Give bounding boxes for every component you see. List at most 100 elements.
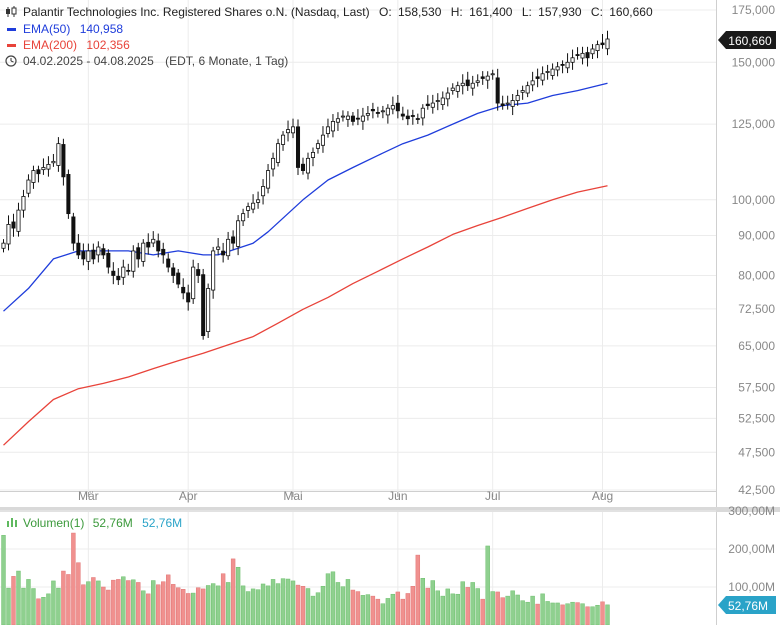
range-note: (EDT, 6 Monate, 1 Tag)	[165, 54, 288, 68]
volume-bar-49	[245, 591, 251, 625]
volume-bar-100	[500, 597, 505, 625]
volume-bar-18	[91, 577, 96, 625]
volume-bar-3	[16, 570, 21, 625]
candle-2	[11, 213, 16, 237]
candlestick-logo-icon	[6, 6, 17, 17]
candle-28	[141, 239, 146, 267]
candle-61	[305, 152, 311, 180]
volume-bar-23	[116, 579, 121, 625]
candle-20	[101, 243, 106, 260]
candle-39	[196, 263, 201, 284]
volume-badge: 52,76M	[718, 596, 776, 614]
price-tick-label: 47,500	[738, 445, 775, 459]
volume-bar-54	[270, 579, 276, 625]
volume-bar-79	[395, 591, 401, 625]
candle-25	[126, 263, 131, 276]
volume-bar-108	[540, 593, 545, 625]
volume-tick-label: 100,00M	[728, 580, 775, 594]
candle-78	[390, 96, 395, 115]
volume-bar-113	[565, 603, 570, 625]
time-tick-label: Jun	[388, 489, 407, 503]
candle-68	[340, 110, 345, 122]
candle-106	[530, 71, 535, 92]
candle-53	[266, 164, 271, 194]
candle-112	[560, 60, 565, 74]
candle-57	[286, 120, 291, 142]
ema50-label: EMA(50)	[23, 22, 70, 36]
candle-114	[570, 49, 575, 70]
candle-58	[290, 118, 296, 139]
ema200-legend[interactable]: EMA(200) 102,356	[23, 38, 130, 52]
candle-107	[535, 68, 540, 88]
volume-bar-2	[11, 576, 16, 625]
candle-104	[520, 85, 525, 100]
candle-4	[21, 189, 26, 218]
candle-33	[166, 253, 171, 273]
candle-63	[315, 139, 321, 154]
volume-bar-60	[300, 585, 306, 625]
volume-bar-92	[460, 581, 465, 625]
volume-bar-10	[51, 580, 56, 625]
candle-3	[16, 202, 21, 237]
candle-26	[131, 245, 136, 278]
candle-9	[46, 156, 51, 177]
panel-separator[interactable]	[0, 507, 780, 512]
candle-100	[500, 95, 505, 110]
volume-bar-73	[365, 594, 371, 625]
candle-8	[41, 158, 46, 175]
candle-31	[156, 233, 161, 258]
volume-bar-27	[136, 582, 141, 625]
ema200-line	[3, 185, 608, 446]
date-range: 04.02.2025 - 04.08.2025	[23, 54, 154, 68]
range-line: 04.02.2025 - 04.08.2025 (EDT, 6 Monate, …	[23, 54, 288, 68]
candle-42	[211, 246, 216, 299]
volume-bar-109	[545, 601, 550, 625]
volume-bar-87	[435, 590, 440, 625]
time-tick-label: Apr	[179, 489, 198, 503]
candle-21	[106, 249, 111, 274]
candle-75	[375, 106, 380, 118]
high-value: 161,400	[469, 5, 513, 19]
volume-bar-14	[71, 532, 76, 625]
volume-bar-118	[590, 606, 595, 625]
volume-bar-47	[235, 566, 241, 625]
volume-bar-68	[340, 586, 346, 625]
volume-legend[interactable]: Volumen(1) 52,76M 52,76M	[23, 516, 182, 530]
volume-bar-32	[161, 581, 166, 625]
candle-121	[605, 30, 610, 56]
candle-85	[425, 95, 430, 110]
volume-bar-83	[415, 554, 421, 625]
candle-36	[181, 278, 186, 300]
ema50-legend[interactable]: EMA(50) 140,958	[23, 22, 123, 36]
volume-bar-28	[141, 590, 146, 625]
candle-95	[475, 74, 480, 87]
volume-bar-26	[131, 579, 136, 625]
volume-bar-103	[515, 594, 520, 625]
candle-46	[231, 230, 236, 250]
volume-bar-98	[490, 591, 495, 625]
close-label: C:	[591, 5, 603, 19]
open-label: O:	[379, 5, 392, 19]
volume-bar-5	[26, 579, 31, 625]
candle-105	[525, 81, 530, 98]
candle-88	[440, 91, 445, 110]
volume-bar-85	[425, 587, 430, 625]
volume-bar-51	[255, 589, 261, 625]
volume-bar-16	[81, 584, 86, 625]
candle-65	[325, 118, 330, 138]
candle-0	[1, 239, 6, 253]
volume-bar-66	[330, 571, 336, 625]
candle-87	[435, 93, 440, 111]
volume-bar-94	[470, 582, 475, 625]
volume-bar-8	[41, 597, 46, 625]
candle-98	[490, 69, 495, 80]
volume-bar-4	[21, 587, 26, 625]
volume-bar-119	[595, 604, 600, 625]
time-axis: Mär Apr Mai Jun Jul Aug	[78, 489, 613, 503]
candle-110	[550, 63, 555, 80]
candle-116	[580, 46, 585, 65]
price-tick-label: 175,000	[732, 3, 776, 17]
volume-bar-86	[430, 580, 435, 625]
candle-13	[66, 169, 71, 219]
